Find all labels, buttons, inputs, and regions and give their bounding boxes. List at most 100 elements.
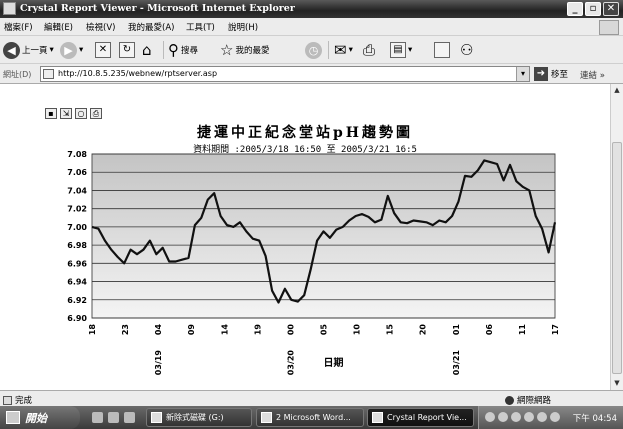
task-item-crystal[interactable]: Crystal Report Vie... [367, 408, 474, 427]
menu-edit[interactable]: 編輯(E) [44, 23, 74, 33]
windows-flag-icon [6, 411, 20, 424]
mail-button[interactable]: ✉ ▾ [334, 40, 353, 60]
quicklaunch-media-icon[interactable] [124, 412, 135, 423]
ph-trend-chart: 7.08 7.06 7.04 7.02 7.00 6.98 6.96 6.94 6.92 6.90… [67, 150, 560, 376]
y-tick-label: 6.96 [67, 259, 87, 268]
discuss-button[interactable] [434, 40, 450, 60]
folder-icon [151, 412, 162, 423]
back-label: 上一頁 [22, 46, 48, 56]
task-item-label: 新除式磁碟 (G:) [166, 413, 224, 422]
x-tick-label: 01 [452, 324, 461, 336]
quicklaunch-desktop-icon[interactable] [92, 412, 103, 423]
go-button[interactable]: ➜ 移至 [534, 66, 568, 82]
address-dropdown-icon[interactable]: ▾ [516, 67, 529, 81]
tray-icon-messenger[interactable] [537, 412, 547, 422]
toolbar-separator [163, 41, 164, 59]
status-text: 完成 [15, 396, 33, 406]
messenger-icon: ⚇ [460, 41, 474, 59]
search-icon: ⚲ [168, 41, 179, 59]
x-date-label: 03/21 [452, 350, 461, 376]
report-print-icon[interactable]: ⎙ [90, 108, 102, 119]
mail-icon: ✉ [334, 41, 347, 59]
title-bar: Crystal Report Viewer - Microsoft Intern… [0, 0, 623, 18]
x-tick-label: 14 [220, 324, 229, 336]
system-tray: 下午 04:54 [478, 406, 623, 429]
task-item-label: 2 Microsoft Word... [276, 413, 351, 422]
report-search-icon[interactable]: ○ [75, 108, 87, 119]
tray-icon-update[interactable] [550, 412, 560, 422]
report-export-icon[interactable]: ⇲ [60, 108, 72, 119]
x-tick-label: 20 [419, 324, 428, 336]
address-label: 網址(D) [3, 70, 32, 79]
vertical-scrollbar[interactable]: ▲ ▼ [610, 84, 623, 390]
menu-help[interactable]: 說明(H) [228, 23, 259, 33]
status-bar: 完成 網際網路 [0, 390, 623, 406]
tray-icon-keyboard[interactable] [485, 412, 495, 422]
window-title: Crystal Report Viewer - Microsoft Intern… [20, 3, 295, 14]
menu-view[interactable]: 檢視(V) [86, 23, 116, 33]
links-button[interactable]: 連結 » [580, 71, 605, 81]
maximize-button[interactable]: ▫ [585, 2, 601, 16]
internet-zone-icon [505, 395, 514, 405]
x-tick-label: 06 [485, 324, 494, 336]
close-button[interactable]: ✕ [603, 2, 619, 16]
mail-dropdown-icon: ▾ [348, 45, 353, 55]
go-label: 移至 [551, 70, 569, 80]
stop-button[interactable]: ✕ [95, 40, 111, 60]
edit-button[interactable]: ▤ ▾ [390, 40, 412, 60]
tray-icon-network[interactable] [498, 412, 508, 422]
ie-app-icon[interactable] [3, 2, 16, 15]
links-label: 連結 [580, 71, 598, 81]
scroll-thumb[interactable] [612, 142, 622, 374]
stop-icon: ✕ [95, 42, 111, 58]
task-item-word[interactable]: 2 Microsoft Word... [256, 408, 364, 427]
back-arrow-icon: ◀ [3, 41, 20, 59]
taskbar: 開始 新除式磁碟 (G:) 2 Microsoft Word... Crysta… [0, 406, 623, 429]
address-input[interactable]: http://10.8.5.235/webnew/rptserver.asp ▾ [40, 66, 530, 82]
menu-favorites[interactable]: 我的最愛(A) [128, 23, 175, 33]
star-icon: ☆ [220, 41, 234, 59]
y-tick-label: 7.02 [67, 205, 87, 214]
tray-icon-security[interactable] [511, 412, 521, 422]
y-tick-label: 6.92 [67, 296, 87, 305]
address-url[interactable]: http://10.8.5.235/webnew/rptserver.asp [58, 69, 218, 78]
x-tick-label: 19 [253, 324, 262, 336]
history-button[interactable]: ◷ [305, 40, 322, 60]
x-tick-label: 09 [187, 324, 196, 336]
report-save-icon[interactable]: ▪ [45, 108, 57, 119]
x-tick-label: 11 [518, 324, 527, 336]
menu-tools[interactable]: 工具(T) [186, 23, 215, 33]
favorites-button[interactable]: ☆ 我的最愛 [220, 40, 269, 60]
x-date-label: 03/19 [154, 350, 163, 376]
menu-bar: 檔案(F) 編輯(E) 檢視(V) 我的最愛(A) 工具(T) 說明(H) [0, 18, 623, 36]
refresh-button[interactable]: ↻ [119, 40, 135, 60]
messenger-button[interactable]: ⚇ [460, 40, 473, 60]
x-tick-label: 23 [121, 324, 130, 335]
clock[interactable]: 下午 04:54 [572, 414, 617, 424]
zone-label: 網際網路 [517, 396, 552, 406]
task-item-explorer[interactable]: 新除式磁碟 (G:) [146, 408, 252, 427]
minimize-button[interactable]: _ [567, 2, 583, 16]
search-button[interactable]: ⚲ 搜尋 [168, 40, 198, 60]
favorites-label: 我的最愛 [235, 46, 270, 56]
scroll-down-icon[interactable]: ▼ [614, 379, 620, 387]
edit-icon: ▤ [390, 42, 406, 58]
tray-icon-volume[interactable] [524, 412, 534, 422]
y-tick-label: 7.04 [67, 186, 87, 195]
printer-icon: ⎙ [363, 41, 376, 59]
home-button[interactable]: ⌂ [142, 40, 152, 60]
back-button[interactable]: ◀ 上一頁 ▾ [3, 40, 54, 60]
y-tick-label: 6.94 [67, 278, 87, 287]
edit-dropdown-icon: ▾ [408, 45, 413, 55]
forward-button[interactable]: ▶ ▾ [60, 40, 83, 60]
refresh-icon: ↻ [119, 42, 135, 58]
menu-file[interactable]: 檔案(F) [4, 23, 33, 33]
toolbar-separator [328, 41, 329, 59]
start-button[interactable]: 開始 [0, 406, 80, 429]
windows-logo-icon [599, 20, 619, 35]
quicklaunch-ie-icon[interactable] [108, 412, 119, 423]
go-arrow-icon: ➜ [534, 67, 548, 81]
scroll-up-icon[interactable]: ▲ [614, 86, 620, 94]
x-axis-title: 日期 [324, 356, 344, 369]
print-button[interactable]: ⎙ [363, 40, 375, 60]
